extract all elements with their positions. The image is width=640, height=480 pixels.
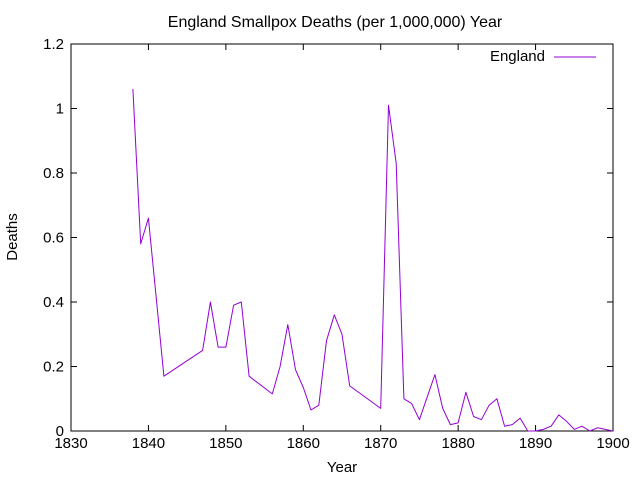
y-tick-label: 1.2 [43,36,64,53]
y-tick-label: 0.8 [43,165,64,182]
y-tick-label: 0.2 [43,359,64,376]
legend: England [490,48,596,65]
y-tick-label: 0 [56,423,64,440]
x-axis-label: Year [327,459,357,476]
x-tick-label: 1880 [441,435,474,452]
x-tick-label: 1840 [132,435,165,452]
x-axis: 1830 1840 1850 1860 1870 1880 1890 1900 [54,44,630,452]
y-axis-label: Deaths [4,213,21,261]
x-tick-label: 1900 [596,435,629,452]
y-tick-label: 0.6 [43,230,64,247]
series-line-england [132,89,614,432]
x-tick-label: 1890 [519,435,552,452]
y-tick-label: 0.4 [43,294,64,311]
x-tick-label: 1850 [209,435,242,452]
series-layer [132,89,614,432]
x-tick-label: 1830 [54,435,87,452]
x-tick-label: 1870 [364,435,397,452]
y-tick-label: 1 [56,101,64,118]
x-tick-label: 1860 [287,435,320,452]
legend-label-england: England [490,48,545,65]
y-axis: 0 0.2 0.4 0.6 0.8 1 1.2 [43,36,613,440]
chart-title: England Smallpox Deaths (per 1,000,000) … [168,14,503,31]
plot-frame [70,43,614,432]
